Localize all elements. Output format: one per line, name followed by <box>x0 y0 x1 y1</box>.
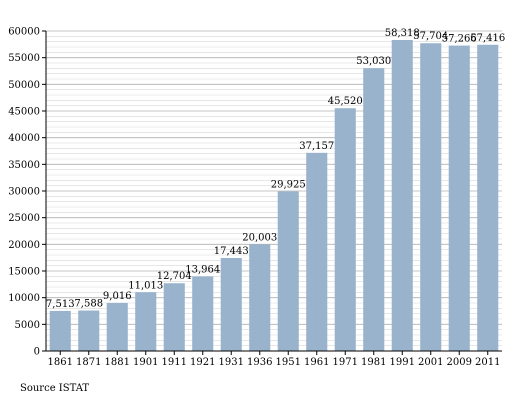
bar <box>363 68 385 351</box>
bar <box>448 45 470 352</box>
x-tick-label: 1931 <box>219 357 244 368</box>
x-tick-label: 1936 <box>247 357 272 368</box>
y-tick-label: 40000 <box>8 133 40 144</box>
data-label: 7,588 <box>74 299 103 310</box>
data-label: 29,925 <box>271 179 306 190</box>
x-tick-label: 1991 <box>390 357 415 368</box>
data-label: 37,157 <box>299 141 334 152</box>
x-tick-label: 1881 <box>105 357 130 368</box>
x-tick-label: 1901 <box>133 357 158 368</box>
x-tick-label: 2001 <box>418 357 443 368</box>
bar <box>135 292 157 351</box>
data-label: 20,003 <box>242 232 277 243</box>
bar <box>192 276 214 351</box>
x-tick-label: 1911 <box>162 357 187 368</box>
data-label: 57,266 <box>442 34 477 45</box>
y-tick-label: 60000 <box>8 27 40 38</box>
bar <box>306 152 328 351</box>
y-tick-label: 5000 <box>15 320 40 331</box>
bar <box>78 310 100 351</box>
data-label: 58,318 <box>385 28 420 39</box>
bar <box>49 310 71 351</box>
data-label: 7,513 <box>46 299 75 310</box>
bar <box>391 39 413 351</box>
x-tick-label: 1951 <box>276 357 301 368</box>
bar <box>277 191 299 351</box>
x-tick-label: 1981 <box>361 357 386 368</box>
source-note: Source ISTAT <box>20 383 90 394</box>
data-label: 12,704 <box>157 271 192 282</box>
bar <box>477 44 499 351</box>
x-tick-label: 1871 <box>76 357 101 368</box>
axes: 0 5000 10000 15000 20000 25000 30000 35000 40000… <box>8 27 502 368</box>
y-tick-label: 10000 <box>8 293 40 304</box>
data-label: 17,443 <box>214 246 249 257</box>
data-label: 11,013 <box>128 280 163 291</box>
x-tick-label: 2011 <box>475 357 500 368</box>
y-tick-label: 50000 <box>8 80 40 91</box>
y-tick-label: 55000 <box>8 53 40 64</box>
y-tick-label: 35000 <box>8 160 40 171</box>
bar <box>163 283 185 351</box>
data-label: 53,030 <box>356 56 391 67</box>
bar <box>106 302 128 351</box>
y-tick-label: 15000 <box>8 267 40 278</box>
data-label: 9,016 <box>103 291 132 302</box>
y-tick-label: 30000 <box>8 187 40 198</box>
y-tick-label: 25000 <box>8 213 40 224</box>
x-tick-label: 2009 <box>447 357 472 368</box>
data-label: 45,520 <box>328 96 363 107</box>
bar <box>334 108 356 351</box>
bar <box>220 257 242 351</box>
x-tick-label: 1971 <box>333 357 358 368</box>
data-label: 57,416 <box>470 33 505 44</box>
x-tick-label: 1921 <box>190 357 215 368</box>
x-tick-label: 1861 <box>48 357 73 368</box>
y-tick-label: 45000 <box>8 107 40 118</box>
data-label: 13,964 <box>185 265 220 276</box>
x-tick-label: 1961 <box>304 357 329 368</box>
bar <box>249 244 271 351</box>
y-tick-label: 20000 <box>8 240 40 251</box>
bars <box>49 39 499 352</box>
bar <box>420 43 442 352</box>
y-tick-label: 0 <box>34 347 40 358</box>
data-label: 57,704 <box>413 31 448 42</box>
